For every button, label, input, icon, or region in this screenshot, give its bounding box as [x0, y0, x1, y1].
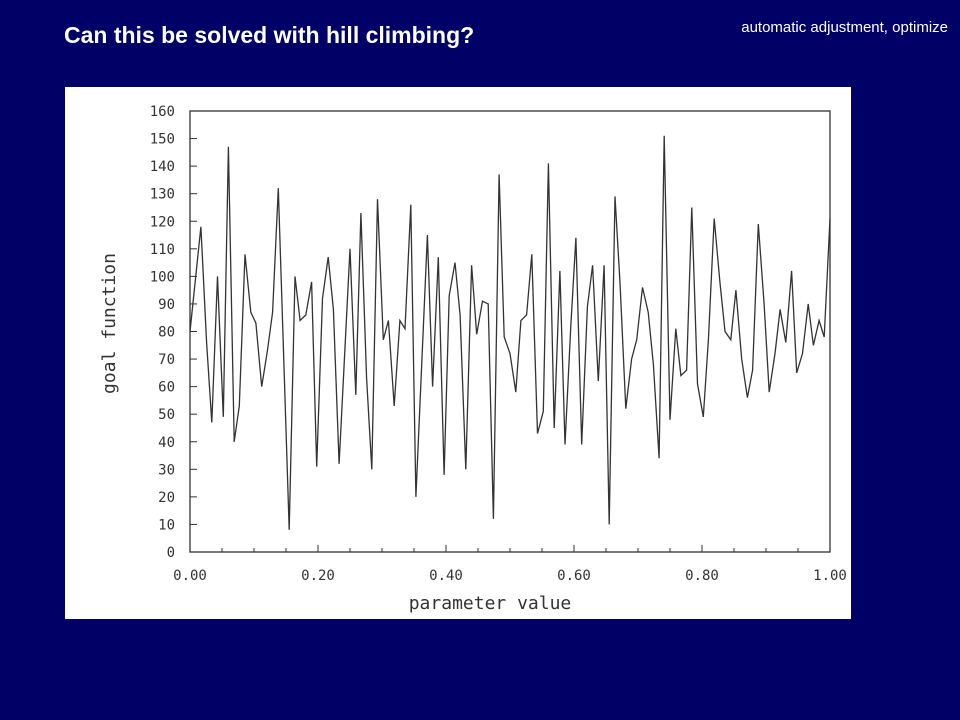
- y-tick-label: 70: [158, 352, 175, 368]
- y-tick-label: 90: [158, 297, 175, 313]
- y-tick-label: 60: [158, 380, 175, 396]
- y-tick-label: 130: [150, 187, 175, 203]
- ticks: 0 10 20 30 40 50 60 70 80 90 100 110 120 130 140 150 160…: [150, 104, 847, 584]
- slide-title: Can this be solved with hill climbing?: [64, 22, 475, 48]
- line-chart: 0 10 20 30 40 50 60 70 80 90 100 110 120 130 140 150 160…: [99, 104, 847, 614]
- y-tick-label: 0: [167, 545, 175, 561]
- y-tick-label: 140: [150, 159, 175, 175]
- y-axis-label: goal function: [99, 253, 120, 394]
- goal-function-series-line: [189, 135, 831, 530]
- x-tick-label: 0.00: [173, 568, 207, 584]
- y-tick-label: 110: [150, 242, 175, 258]
- topic-note: automatic adjustment, optimize: [741, 19, 948, 36]
- x-tick-label: 0.80: [685, 568, 719, 584]
- y-tick-label: 160: [150, 104, 175, 120]
- y-tick-label: 150: [150, 132, 175, 148]
- y-tick-label: 40: [158, 435, 175, 451]
- y-tick-label: 80: [158, 325, 175, 341]
- y-tick-label: 30: [158, 462, 175, 478]
- y-tick-label: 50: [158, 407, 175, 423]
- plot-frame: [189, 110, 831, 553]
- y-tick-label: 10: [158, 517, 175, 533]
- x-tick-label: 1.00: [813, 568, 847, 584]
- y-tick-label: 120: [150, 214, 175, 230]
- x-tick-label: 0.60: [557, 568, 591, 584]
- x-axis-label: parameter value: [409, 593, 572, 614]
- x-tick-label: 0.40: [429, 568, 463, 584]
- y-tick-label: 20: [158, 490, 175, 506]
- axes: [189, 110, 831, 553]
- chart-figure: 0 10 20 30 40 50 60 70 80 90 100 110 120 130 140 150 160…: [65, 87, 851, 619]
- x-tick-label: 0.20: [301, 568, 335, 584]
- y-tick-label: 100: [150, 269, 175, 285]
